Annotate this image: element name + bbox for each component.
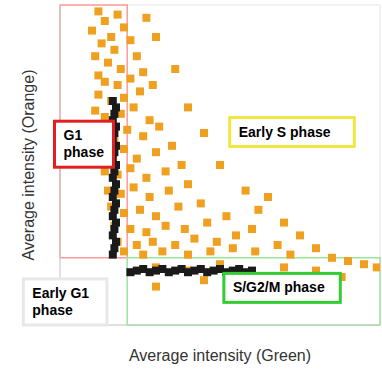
svg-text:phase: phase: [64, 144, 105, 160]
svg-text:Early S phase: Early S phase: [239, 124, 331, 140]
svg-text:G1: G1: [64, 127, 83, 143]
svg-text:S/G2/M phase: S/G2/M phase: [233, 279, 325, 295]
svg-text:phase: phase: [32, 302, 73, 318]
svg-text:Early G1: Early G1: [32, 285, 89, 301]
svg-text:Average intensity (Green): Average intensity (Green): [129, 347, 311, 364]
svg-text:Average intensity (Orange): Average intensity (Orange): [20, 70, 37, 261]
